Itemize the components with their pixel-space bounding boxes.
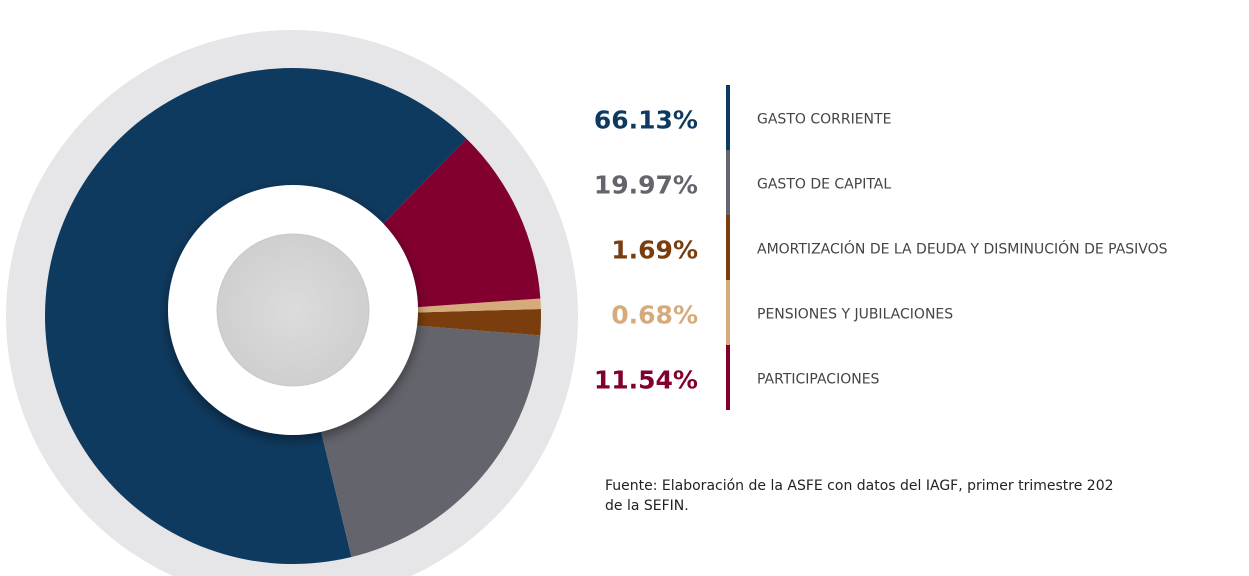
value-label: 11.54% <box>594 366 698 395</box>
value-label: 1.69% <box>611 236 698 265</box>
legend-label: AMORTIZACIÓN DE LA DEUDA Y DISMINUCIÓN D… <box>757 240 1168 258</box>
legend-label: PENSIONES Y JUBILACIONES <box>757 307 953 323</box>
value-label: 66.13% <box>594 106 698 135</box>
value-label: 19.97% <box>594 171 698 200</box>
legend-bar <box>726 85 730 150</box>
note: de la SEFIN. <box>605 498 689 514</box>
legend-label: GASTO CORRIENTE <box>757 112 891 128</box>
legend-bar <box>726 280 730 345</box>
note: Fuente: Elaboración de la ASFE con datos… <box>605 478 1114 494</box>
legend-bar <box>726 150 730 215</box>
legend-label: GASTO DE CAPITAL <box>757 177 891 193</box>
legend-bar <box>726 345 730 410</box>
legend-label: PARTICIPACIONES <box>757 372 880 388</box>
value-label: 0.68% <box>611 301 698 330</box>
legend-bar <box>726 215 730 280</box>
inner-disc <box>216 233 370 387</box>
